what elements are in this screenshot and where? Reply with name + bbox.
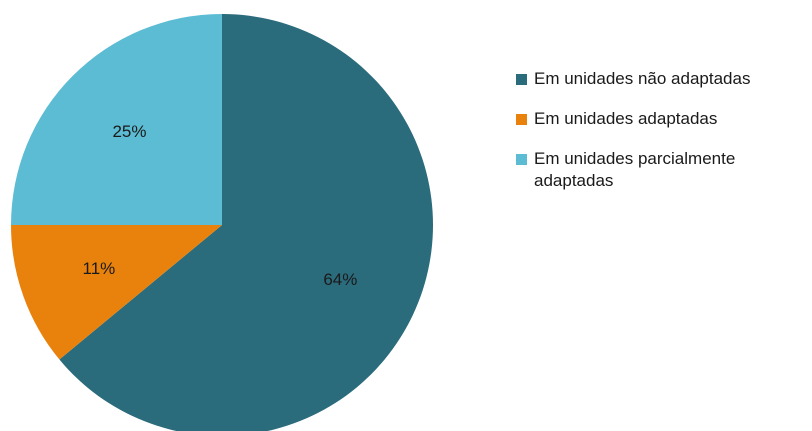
pie-slices [11,14,433,431]
legend-swatch [516,114,527,125]
legend-item: Em unidades não adaptadas [516,68,808,90]
legend-label: Em unidades não adaptadas [534,69,751,88]
legend: Em unidades não adaptadas Em unidades ad… [516,68,808,210]
slice-data-label: 64% [323,270,357,289]
pie-slice [11,225,222,360]
pie-slice [59,14,433,431]
legend-swatch [516,74,527,85]
slice-data-label: 11% [83,259,116,278]
slice-data-label: 25% [112,122,146,141]
legend-item: Em unidades adaptadas [516,108,808,130]
legend-swatch [516,154,527,165]
pie-data-labels: 64% 11% 25% [83,122,358,289]
pie-slice [11,14,222,225]
pie-chart: 64% 11% 25% [11,14,433,431]
legend-label: Em unidades parcialmente adaptadas [534,149,736,190]
legend-label: Em unidades adaptadas [534,109,718,128]
legend-item: Em unidades parcialmente adaptadas [516,148,808,192]
